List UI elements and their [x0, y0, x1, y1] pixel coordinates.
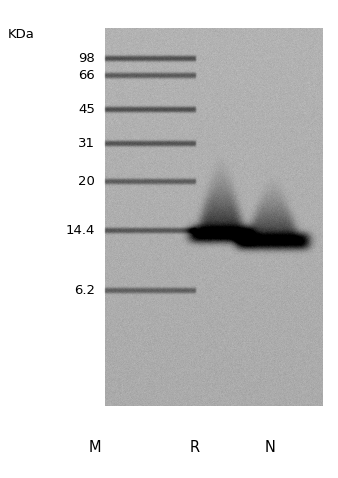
Text: KDa: KDa — [8, 28, 35, 41]
Text: 14.4: 14.4 — [66, 224, 95, 237]
Text: 20: 20 — [78, 174, 95, 187]
Text: 98: 98 — [78, 53, 95, 65]
Text: 45: 45 — [78, 103, 95, 116]
Text: 31: 31 — [78, 137, 95, 150]
Text: N: N — [265, 440, 275, 455]
Text: 6.2: 6.2 — [74, 284, 95, 297]
Text: 66: 66 — [78, 69, 95, 82]
Text: R: R — [190, 440, 200, 455]
Text: M: M — [89, 440, 101, 455]
